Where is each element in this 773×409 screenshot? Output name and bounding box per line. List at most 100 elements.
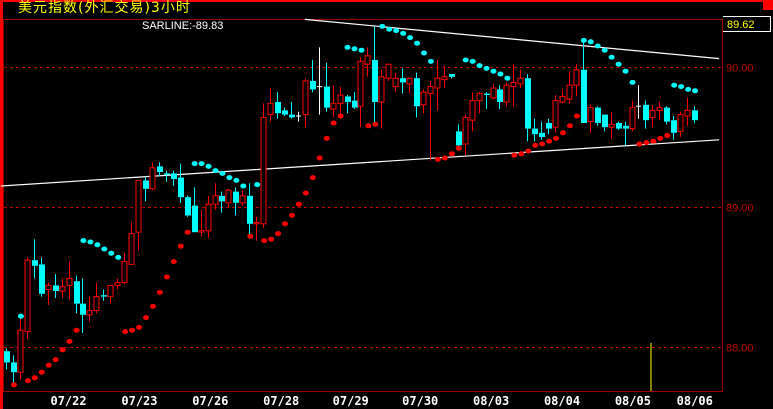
candle xyxy=(602,114,608,132)
candle-body-down xyxy=(539,132,545,137)
x-tick-label: 08/03 xyxy=(473,394,509,408)
candle-body-up xyxy=(392,77,399,88)
candle-body-up xyxy=(559,95,566,103)
candle-body-down xyxy=(602,114,608,128)
candle xyxy=(587,104,594,133)
candle xyxy=(469,92,476,132)
candle-body-up xyxy=(267,102,274,116)
sar-dot xyxy=(386,26,393,32)
candle xyxy=(178,163,184,203)
x-tick-label: 08/05 xyxy=(615,394,651,408)
candle xyxy=(595,106,601,126)
candle-body-down xyxy=(310,81,316,90)
sar-dot xyxy=(52,357,59,363)
candle-body-up xyxy=(93,296,100,312)
candle-body-up xyxy=(302,80,309,116)
sar-dot xyxy=(358,47,365,53)
candle-body-down xyxy=(345,96,351,102)
candle-body-up xyxy=(469,100,476,121)
y-tick-label: 89.00 xyxy=(726,203,754,215)
sar-dot xyxy=(365,123,372,129)
sar-dot xyxy=(282,221,288,227)
trendline xyxy=(1,139,720,187)
sar-dot xyxy=(351,46,358,52)
candle xyxy=(427,81,434,161)
candle xyxy=(684,97,691,126)
sar-dot xyxy=(636,141,643,147)
candle xyxy=(643,100,649,129)
sar-dot xyxy=(400,30,407,36)
candle xyxy=(677,111,684,137)
candle xyxy=(225,188,232,207)
candle xyxy=(114,278,121,290)
sar-dot xyxy=(198,161,205,167)
candle-body-up xyxy=(364,55,371,65)
x-tick-label: 08/04 xyxy=(544,394,580,408)
candle-body-up xyxy=(337,94,344,104)
sar-dot xyxy=(407,35,414,41)
sar-dot xyxy=(379,23,386,29)
candle xyxy=(449,74,455,79)
candle-body-down xyxy=(546,123,552,129)
candle xyxy=(185,195,191,217)
sar-dot xyxy=(511,152,518,158)
sar-dot xyxy=(288,212,295,218)
candle-body-down xyxy=(532,128,538,135)
candle-body-down xyxy=(219,195,225,202)
candle xyxy=(149,162,156,191)
sar-dot xyxy=(219,170,226,176)
candle xyxy=(310,60,316,93)
candle xyxy=(385,63,392,81)
sar-dot xyxy=(38,369,45,375)
candle xyxy=(267,88,274,122)
candle-body-down xyxy=(32,260,38,266)
candle xyxy=(345,95,351,114)
candle xyxy=(93,282,100,314)
sar-dot xyxy=(233,177,240,183)
candle xyxy=(45,282,52,305)
candle xyxy=(581,40,587,123)
sar-dot xyxy=(129,327,136,333)
candle-body-up xyxy=(566,84,573,100)
sar-dot xyxy=(170,259,177,265)
candle-body-up xyxy=(86,310,93,316)
candle xyxy=(74,275,80,314)
sar-dot xyxy=(476,63,483,69)
candle-body-up xyxy=(462,116,469,145)
sar-dot xyxy=(268,236,275,242)
candle xyxy=(649,104,656,128)
sar-dot xyxy=(66,338,73,344)
candle xyxy=(80,278,86,333)
candle-body-down xyxy=(643,104,649,121)
candle-body-down xyxy=(581,69,587,123)
candle xyxy=(317,47,322,115)
candle-body-down xyxy=(53,285,59,291)
candle-body-up xyxy=(490,87,497,99)
x-tick-label: 08/06 xyxy=(677,394,713,408)
sar-dot xyxy=(601,47,608,53)
candle xyxy=(121,253,128,284)
candle xyxy=(636,85,641,119)
sar-indicator-label: SARLINE:-89.83 xyxy=(142,20,224,32)
candle-body-up xyxy=(357,60,364,107)
candle xyxy=(171,170,177,186)
sar-dot xyxy=(302,190,309,196)
candle-body-down xyxy=(282,110,288,115)
candle xyxy=(573,64,580,97)
candle-body-down xyxy=(185,197,191,216)
sar-dot xyxy=(671,82,678,88)
candle xyxy=(608,111,615,139)
candle-body-down xyxy=(456,131,462,146)
left-border xyxy=(0,0,3,409)
sar-dot xyxy=(177,243,184,249)
sar-dot xyxy=(553,135,560,141)
candle-body-up xyxy=(66,277,73,286)
candle-body-down xyxy=(101,295,107,297)
candle-body-up xyxy=(24,259,31,333)
candle xyxy=(623,121,629,146)
candle xyxy=(559,89,566,104)
candle-body-down xyxy=(400,78,406,83)
candle xyxy=(198,209,205,237)
candle-body-up xyxy=(434,77,441,89)
